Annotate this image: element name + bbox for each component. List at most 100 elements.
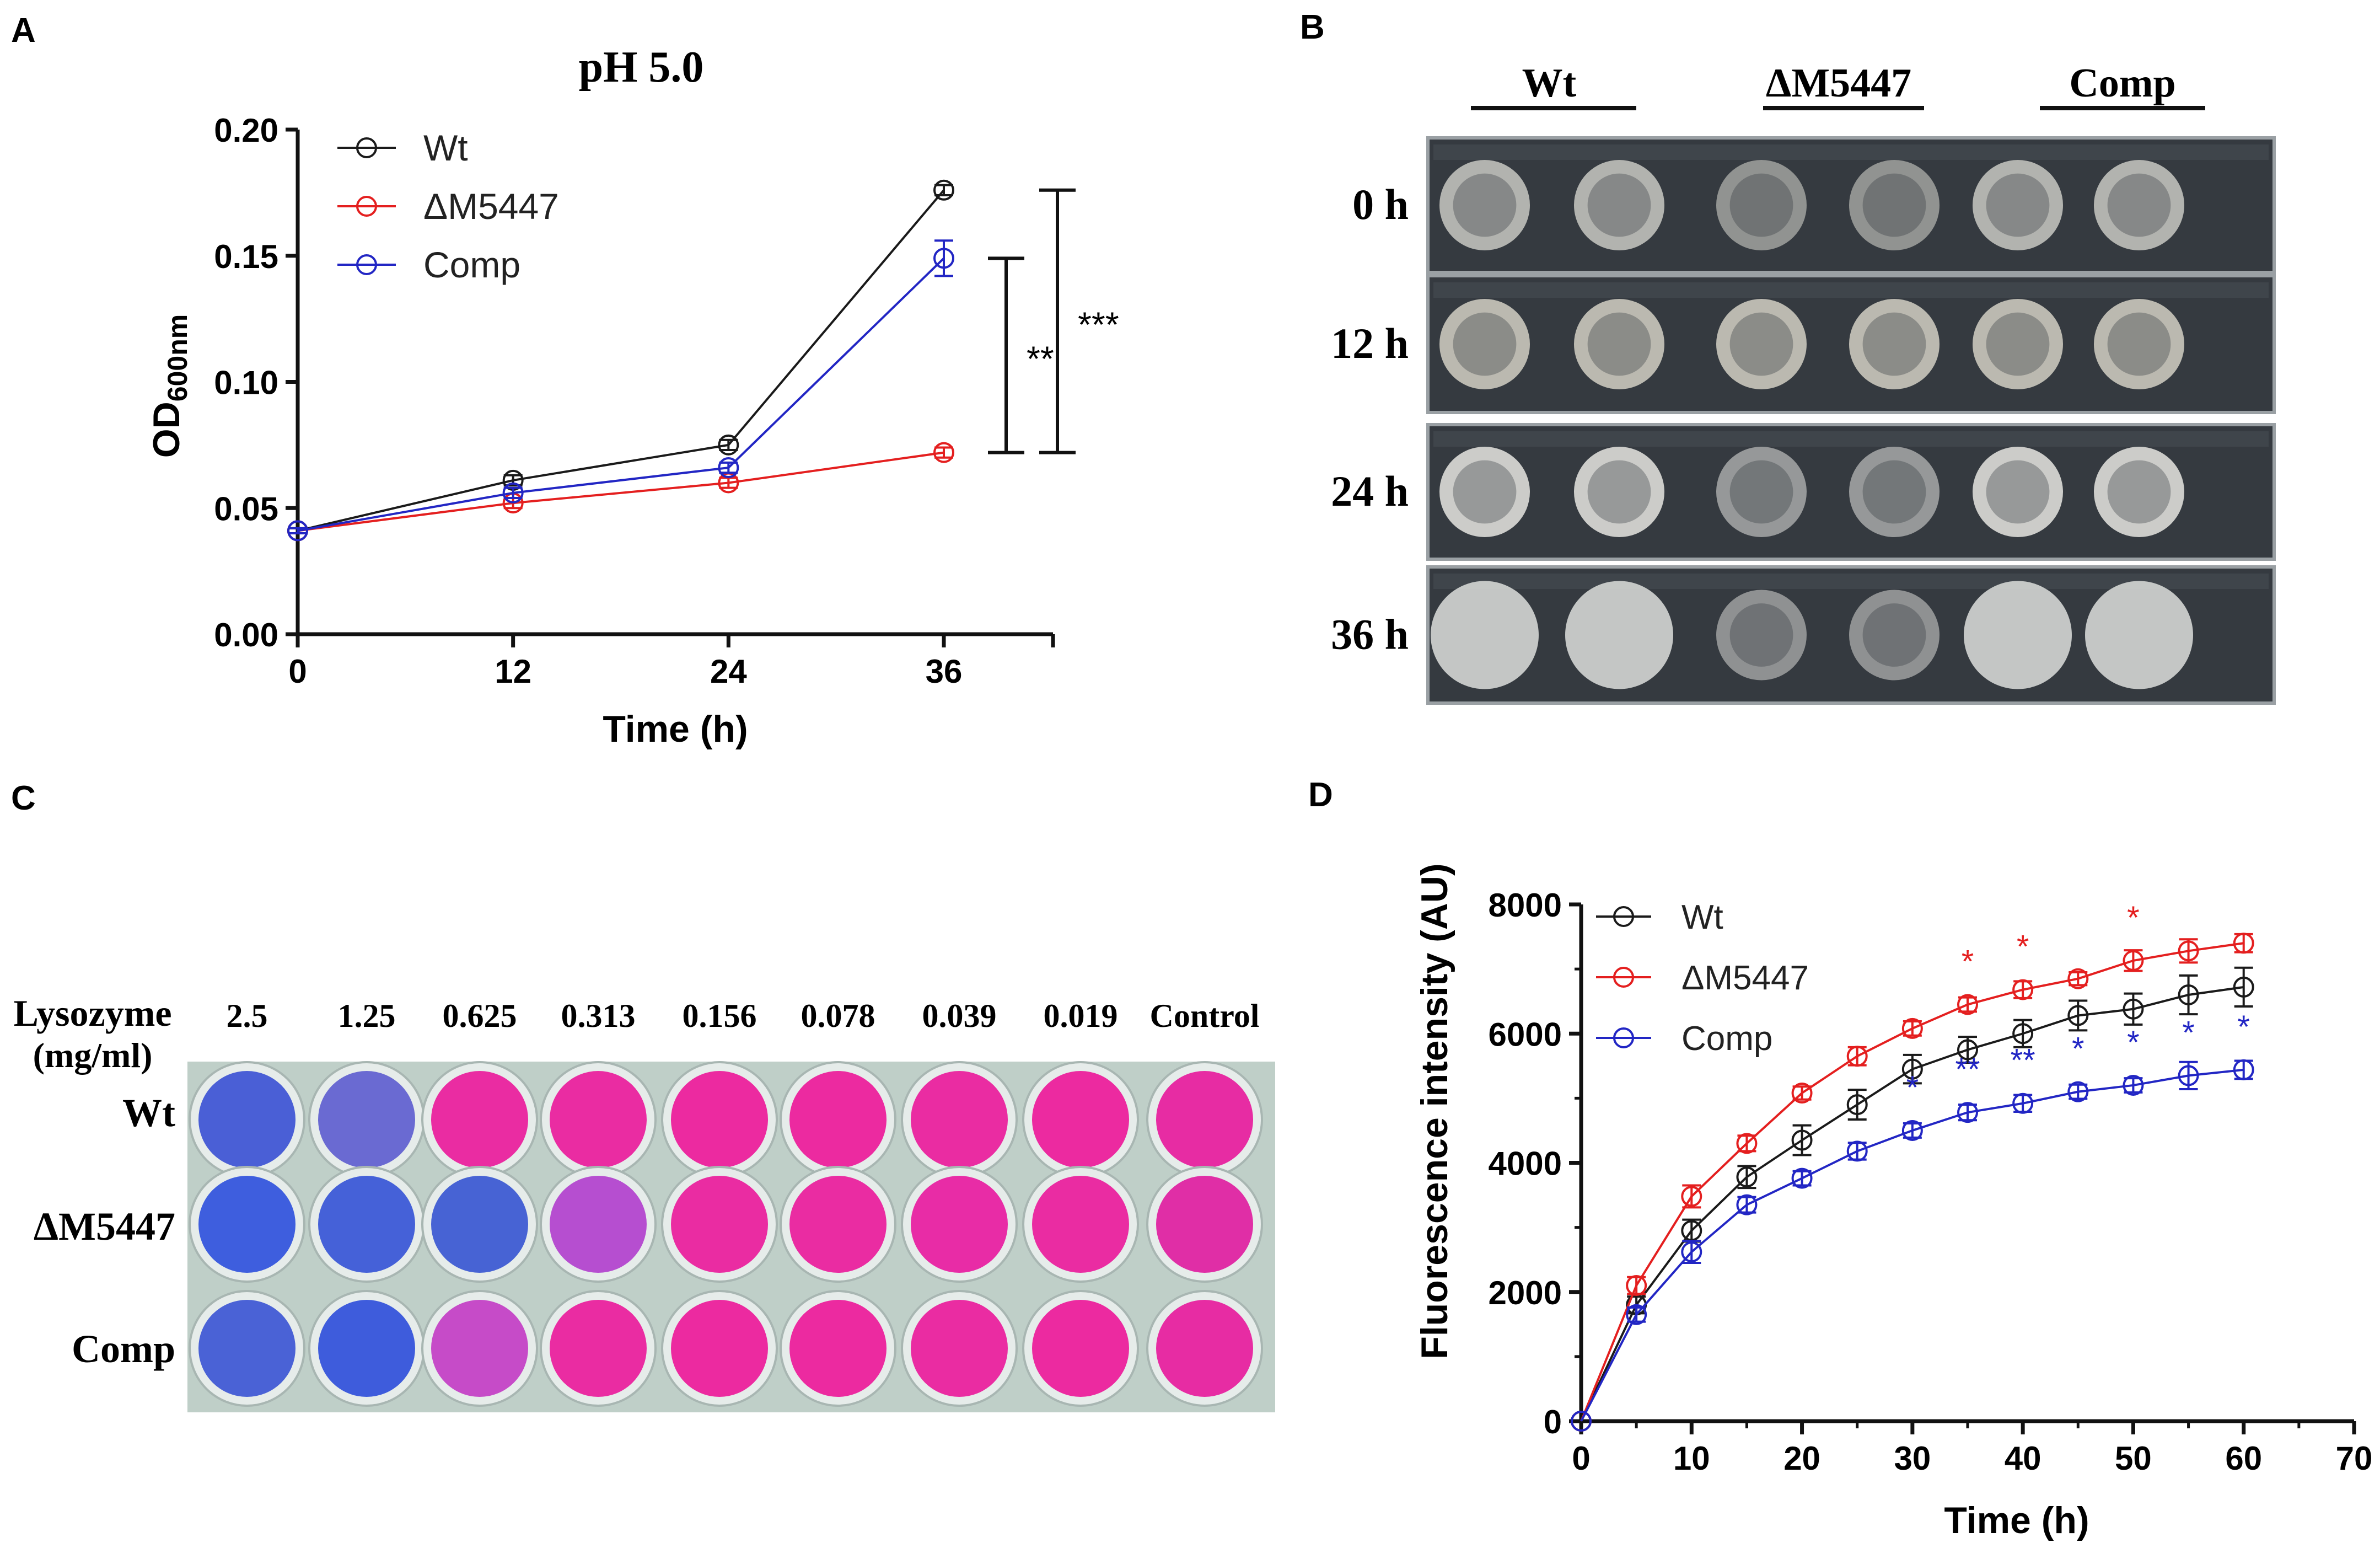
data-point xyxy=(2067,1081,2089,1102)
plate-glare xyxy=(1433,282,2269,298)
significance-star: ** xyxy=(1955,1052,1980,1088)
legend-label: ΔM5447 xyxy=(1681,959,1809,997)
well-liquid xyxy=(671,1300,768,1397)
well-liquid xyxy=(911,1176,1008,1273)
data-point xyxy=(1957,1102,1978,1123)
concentration-label: 0.625 xyxy=(443,998,517,1034)
x-tick-label: 60 xyxy=(2225,1440,2262,1477)
lysozyme-unit: (mg/ml) xyxy=(33,1036,153,1075)
time-label: 12 h xyxy=(1331,319,1409,367)
well-liquid xyxy=(671,1071,768,1168)
data-point xyxy=(1957,994,1978,1015)
well-liquid xyxy=(431,1300,528,1397)
strain-label: Wt xyxy=(122,1091,175,1135)
time-label: 36 h xyxy=(1331,610,1409,658)
colony-texture xyxy=(1453,460,1517,524)
well-liquid xyxy=(671,1176,768,1273)
colony-texture xyxy=(1986,173,2050,237)
well-liquid xyxy=(198,1176,296,1273)
data-point xyxy=(287,520,308,542)
x-tick-label: 20 xyxy=(1783,1440,1820,1477)
colony-spot xyxy=(1565,581,1673,689)
chart-d-stars: * ***** ** * * * * xyxy=(1906,900,2250,1106)
y-tick-label: 0.10 xyxy=(214,365,278,401)
x-tick-label: 36 xyxy=(926,653,963,690)
data-point xyxy=(1736,1194,1758,1215)
colony-spot xyxy=(1431,581,1539,689)
legend-label: Wt xyxy=(423,127,468,168)
colony-spot xyxy=(1973,299,2063,389)
colony-texture xyxy=(1453,173,1517,237)
significance-star: * xyxy=(1906,1070,1919,1106)
data-point xyxy=(2123,950,2144,971)
series-line-2 xyxy=(297,257,945,532)
chart-a-ylabel: OD600nm xyxy=(146,314,193,458)
colony-texture xyxy=(1587,312,1651,376)
significance-star: * xyxy=(2237,1009,2250,1045)
x-tick-label: 40 xyxy=(2005,1440,2041,1477)
data-point xyxy=(2012,979,2034,1000)
data-point xyxy=(2178,984,2199,1005)
plate-group-label: ΔM5447 xyxy=(1766,61,1911,106)
legend-label: Comp xyxy=(423,244,520,285)
data-point xyxy=(1846,1046,1868,1067)
well-liquid xyxy=(431,1176,528,1273)
data-point xyxy=(2123,1074,2144,1096)
concentration-label: 0.156 xyxy=(683,998,757,1034)
y-tick-label: 0.05 xyxy=(214,490,278,527)
chart-a-legend: Wt ΔM5447 Comp xyxy=(337,127,559,285)
colony-texture xyxy=(1862,312,1926,376)
well-liquid xyxy=(911,1300,1008,1397)
concentration-label: 0.019 xyxy=(1044,998,1118,1034)
data-point xyxy=(1791,1083,1813,1104)
colony-spot xyxy=(2094,447,2184,537)
series-line-1 xyxy=(1580,942,2244,1422)
data-point xyxy=(1681,1241,1702,1263)
well-liquid xyxy=(789,1300,887,1397)
x-tick-label: 12 xyxy=(495,653,531,690)
panel-label-a: A xyxy=(11,12,36,50)
data-point xyxy=(1791,1129,1813,1151)
well-liquid xyxy=(198,1071,296,1168)
series-line-0 xyxy=(1580,985,2244,1422)
significance-star: * xyxy=(1962,944,1974,980)
data-point xyxy=(1791,1167,1813,1189)
colony-texture xyxy=(1729,173,1793,237)
data-point xyxy=(1846,1094,1868,1116)
colony-spot xyxy=(1574,160,1664,250)
colony-spot xyxy=(1973,447,2063,537)
panel-label-c: C xyxy=(11,779,36,817)
well-liquid xyxy=(1032,1176,1129,1273)
concentration-label: Control xyxy=(1150,998,1260,1034)
chart-a-series xyxy=(287,179,954,542)
colony-spot xyxy=(1439,299,1530,389)
colony-spot xyxy=(1849,160,1940,250)
significance-star: * xyxy=(2127,1025,2140,1060)
colony-spot xyxy=(1574,447,1664,537)
data-point xyxy=(933,179,954,201)
well-liquid xyxy=(1156,1300,1253,1397)
legend-label: Comp xyxy=(1681,1020,1772,1058)
colony-texture xyxy=(1986,312,2050,376)
panel-b-plates: Wt ΔM5447 Comp 0 h 12 h 24 h 36 h xyxy=(1331,61,2276,705)
well-liquid xyxy=(318,1300,415,1397)
data-point xyxy=(1901,1120,1923,1141)
colony-spot xyxy=(1973,160,2063,250)
chart-a-significance: ***** xyxy=(988,188,1119,454)
y-tick-label: 2000 xyxy=(1489,1274,1562,1311)
legend-label: Wt xyxy=(1681,898,1723,936)
well-liquid xyxy=(911,1071,1008,1168)
data-point xyxy=(2233,933,2254,954)
series-line-1 xyxy=(297,451,944,532)
data-point xyxy=(1626,1275,1647,1297)
data-point xyxy=(2178,940,2199,962)
x-tick-label: 10 xyxy=(1673,1440,1710,1477)
colony-texture xyxy=(1587,173,1651,237)
colony-spot xyxy=(1574,299,1664,389)
data-point xyxy=(933,442,954,463)
data-point xyxy=(1626,1304,1647,1325)
y-tick-label: 0.20 xyxy=(214,112,278,149)
data-point xyxy=(1901,1058,1923,1080)
colony-texture xyxy=(1729,603,1793,667)
